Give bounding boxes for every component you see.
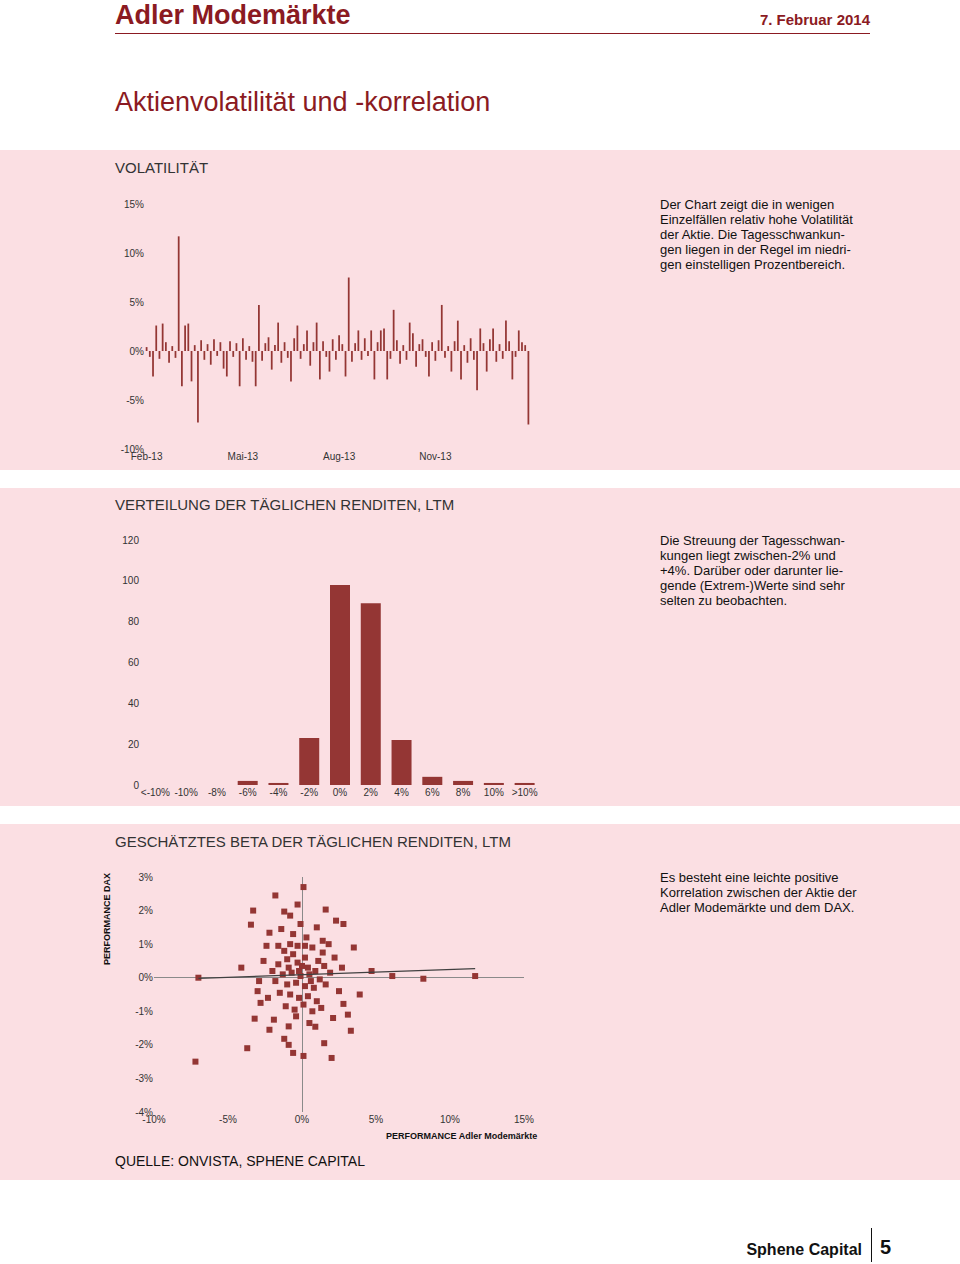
svg-text:8%: 8% (456, 787, 471, 798)
svg-text:-6%: -6% (239, 787, 257, 798)
svg-text:10%: 10% (440, 1114, 460, 1125)
html-text:+4%. Darüber oder darunter lie: +4%. Darüber oder darunter lie- (660, 563, 844, 578)
html-text:5: 5 (880, 1236, 892, 1258)
svg-text:20: 20 (128, 739, 140, 750)
html-text:VERTEILUNG DER TÄGLICHEN RENDI: VERTEILUNG DER TÄGLICHEN RENDITEN, LTM (115, 496, 455, 513)
svg-text:40: 40 (128, 698, 140, 709)
html-text:gen liegen in der Regel im nie: gen liegen in der Regel im niedri- (660, 242, 851, 257)
html-text:GESCHÄTZTES BETA DER TÄGLICHEN: GESCHÄTZTES BETA DER TÄGLICHEN RENDITEN,… (115, 833, 511, 850)
svg-text:1%: 1% (139, 939, 154, 950)
html-text:Es besteht eine leichte positi: Es besteht eine leichte positive (660, 870, 839, 885)
svg-text:80: 80 (128, 616, 140, 627)
html-text:selten zu beobachten.: selten zu beobachten. (660, 593, 788, 608)
svg-text:-10%: -10% (174, 787, 197, 798)
svg-text:-1%: -1% (135, 1006, 153, 1017)
html-text:7. Februar 2014: 7. Februar 2014 (759, 11, 870, 28)
svg-text:>10%: >10% (512, 787, 538, 798)
svg-text:PERFORMANCE DAX: PERFORMANCE DAX (102, 873, 112, 965)
svg-text:6%: 6% (425, 787, 440, 798)
svg-text:120: 120 (122, 535, 139, 546)
html-text:gende (Extrem-)Werte sind sehr: gende (Extrem-)Werte sind sehr (660, 578, 845, 593)
svg-text:<-10%: <-10% (141, 787, 170, 798)
svg-text:10%: 10% (124, 248, 144, 259)
html-text:Adler Modemärkte: Adler Modemärkte (115, 0, 351, 30)
svg-text:Nov-13: Nov-13 (419, 451, 452, 462)
svg-text:-5%: -5% (219, 1114, 237, 1125)
svg-text:Aug-13: Aug-13 (323, 451, 356, 462)
html-text:QUELLE: ONVISTA, SPHENE CAPITA: QUELLE: ONVISTA, SPHENE CAPITAL (115, 1153, 365, 1169)
svg-text:Mai-13: Mai-13 (228, 451, 259, 462)
svg-text:4%: 4% (394, 787, 409, 798)
svg-text:PERFORMANCE Adler Modemärkte: PERFORMANCE Adler Modemärkte (386, 1131, 537, 1141)
svg-text:0%: 0% (139, 972, 154, 983)
svg-text:Feb-13: Feb-13 (131, 451, 163, 462)
html-text:Korrelation zwischen der Aktie: Korrelation zwischen der Aktie der (660, 885, 857, 900)
html-text:der Aktie. Die Tagesschwankun-: der Aktie. Die Tagesschwankun- (660, 227, 845, 242)
html-text:VOLATILITÄT: VOLATILITÄT (115, 159, 209, 176)
html-text:Sphene Capital: Sphene Capital (746, 1241, 862, 1258)
svg-text:0: 0 (133, 780, 139, 791)
svg-text:-2%: -2% (300, 787, 318, 798)
html-text:Einzelfällen relativ hohe Vola: Einzelfällen relativ hohe Volatilität (660, 212, 853, 227)
svg-text:0%: 0% (130, 346, 145, 357)
svg-text:0%: 0% (295, 1114, 310, 1125)
svg-text:15%: 15% (124, 199, 144, 210)
svg-text:-4%: -4% (270, 787, 288, 798)
svg-text:-3%: -3% (135, 1073, 153, 1084)
svg-text:2%: 2% (364, 787, 379, 798)
html-text:Der Chart zeigt die in wenigen: Der Chart zeigt die in wenigen (660, 197, 835, 212)
svg-text:-2%: -2% (135, 1039, 153, 1050)
html-text:gen einstelligen Prozentbereic: gen einstelligen Prozentbereich. (660, 257, 845, 272)
svg-text:10%: 10% (484, 787, 504, 798)
svg-text:15%: 15% (514, 1114, 534, 1125)
html-text:Adler Modemärkte und dem DAX.: Adler Modemärkte und dem DAX. (660, 900, 855, 915)
svg-text:5%: 5% (130, 297, 145, 308)
svg-text:5%: 5% (369, 1114, 384, 1125)
svg-text:-5%: -5% (126, 395, 144, 406)
svg-text:3%: 3% (139, 872, 154, 883)
svg-text:-4%: -4% (135, 1107, 153, 1118)
html-text:kungen liegt zwischen-2% und: kungen liegt zwischen-2% und (660, 548, 836, 563)
html-text:Aktienvolatilität und -korrela: Aktienvolatilität und -korrelation (115, 87, 491, 117)
svg-text:60: 60 (128, 657, 140, 668)
svg-text:100: 100 (122, 575, 139, 586)
svg-text:-10%: -10% (142, 1114, 165, 1125)
svg-text:-8%: -8% (208, 787, 226, 798)
svg-text:2%: 2% (139, 905, 154, 916)
svg-text:-10%: -10% (121, 444, 144, 455)
html-text:Die Streuung der Tagesschwan-: Die Streuung der Tagesschwan- (660, 533, 845, 548)
svg-text:0%: 0% (333, 787, 348, 798)
